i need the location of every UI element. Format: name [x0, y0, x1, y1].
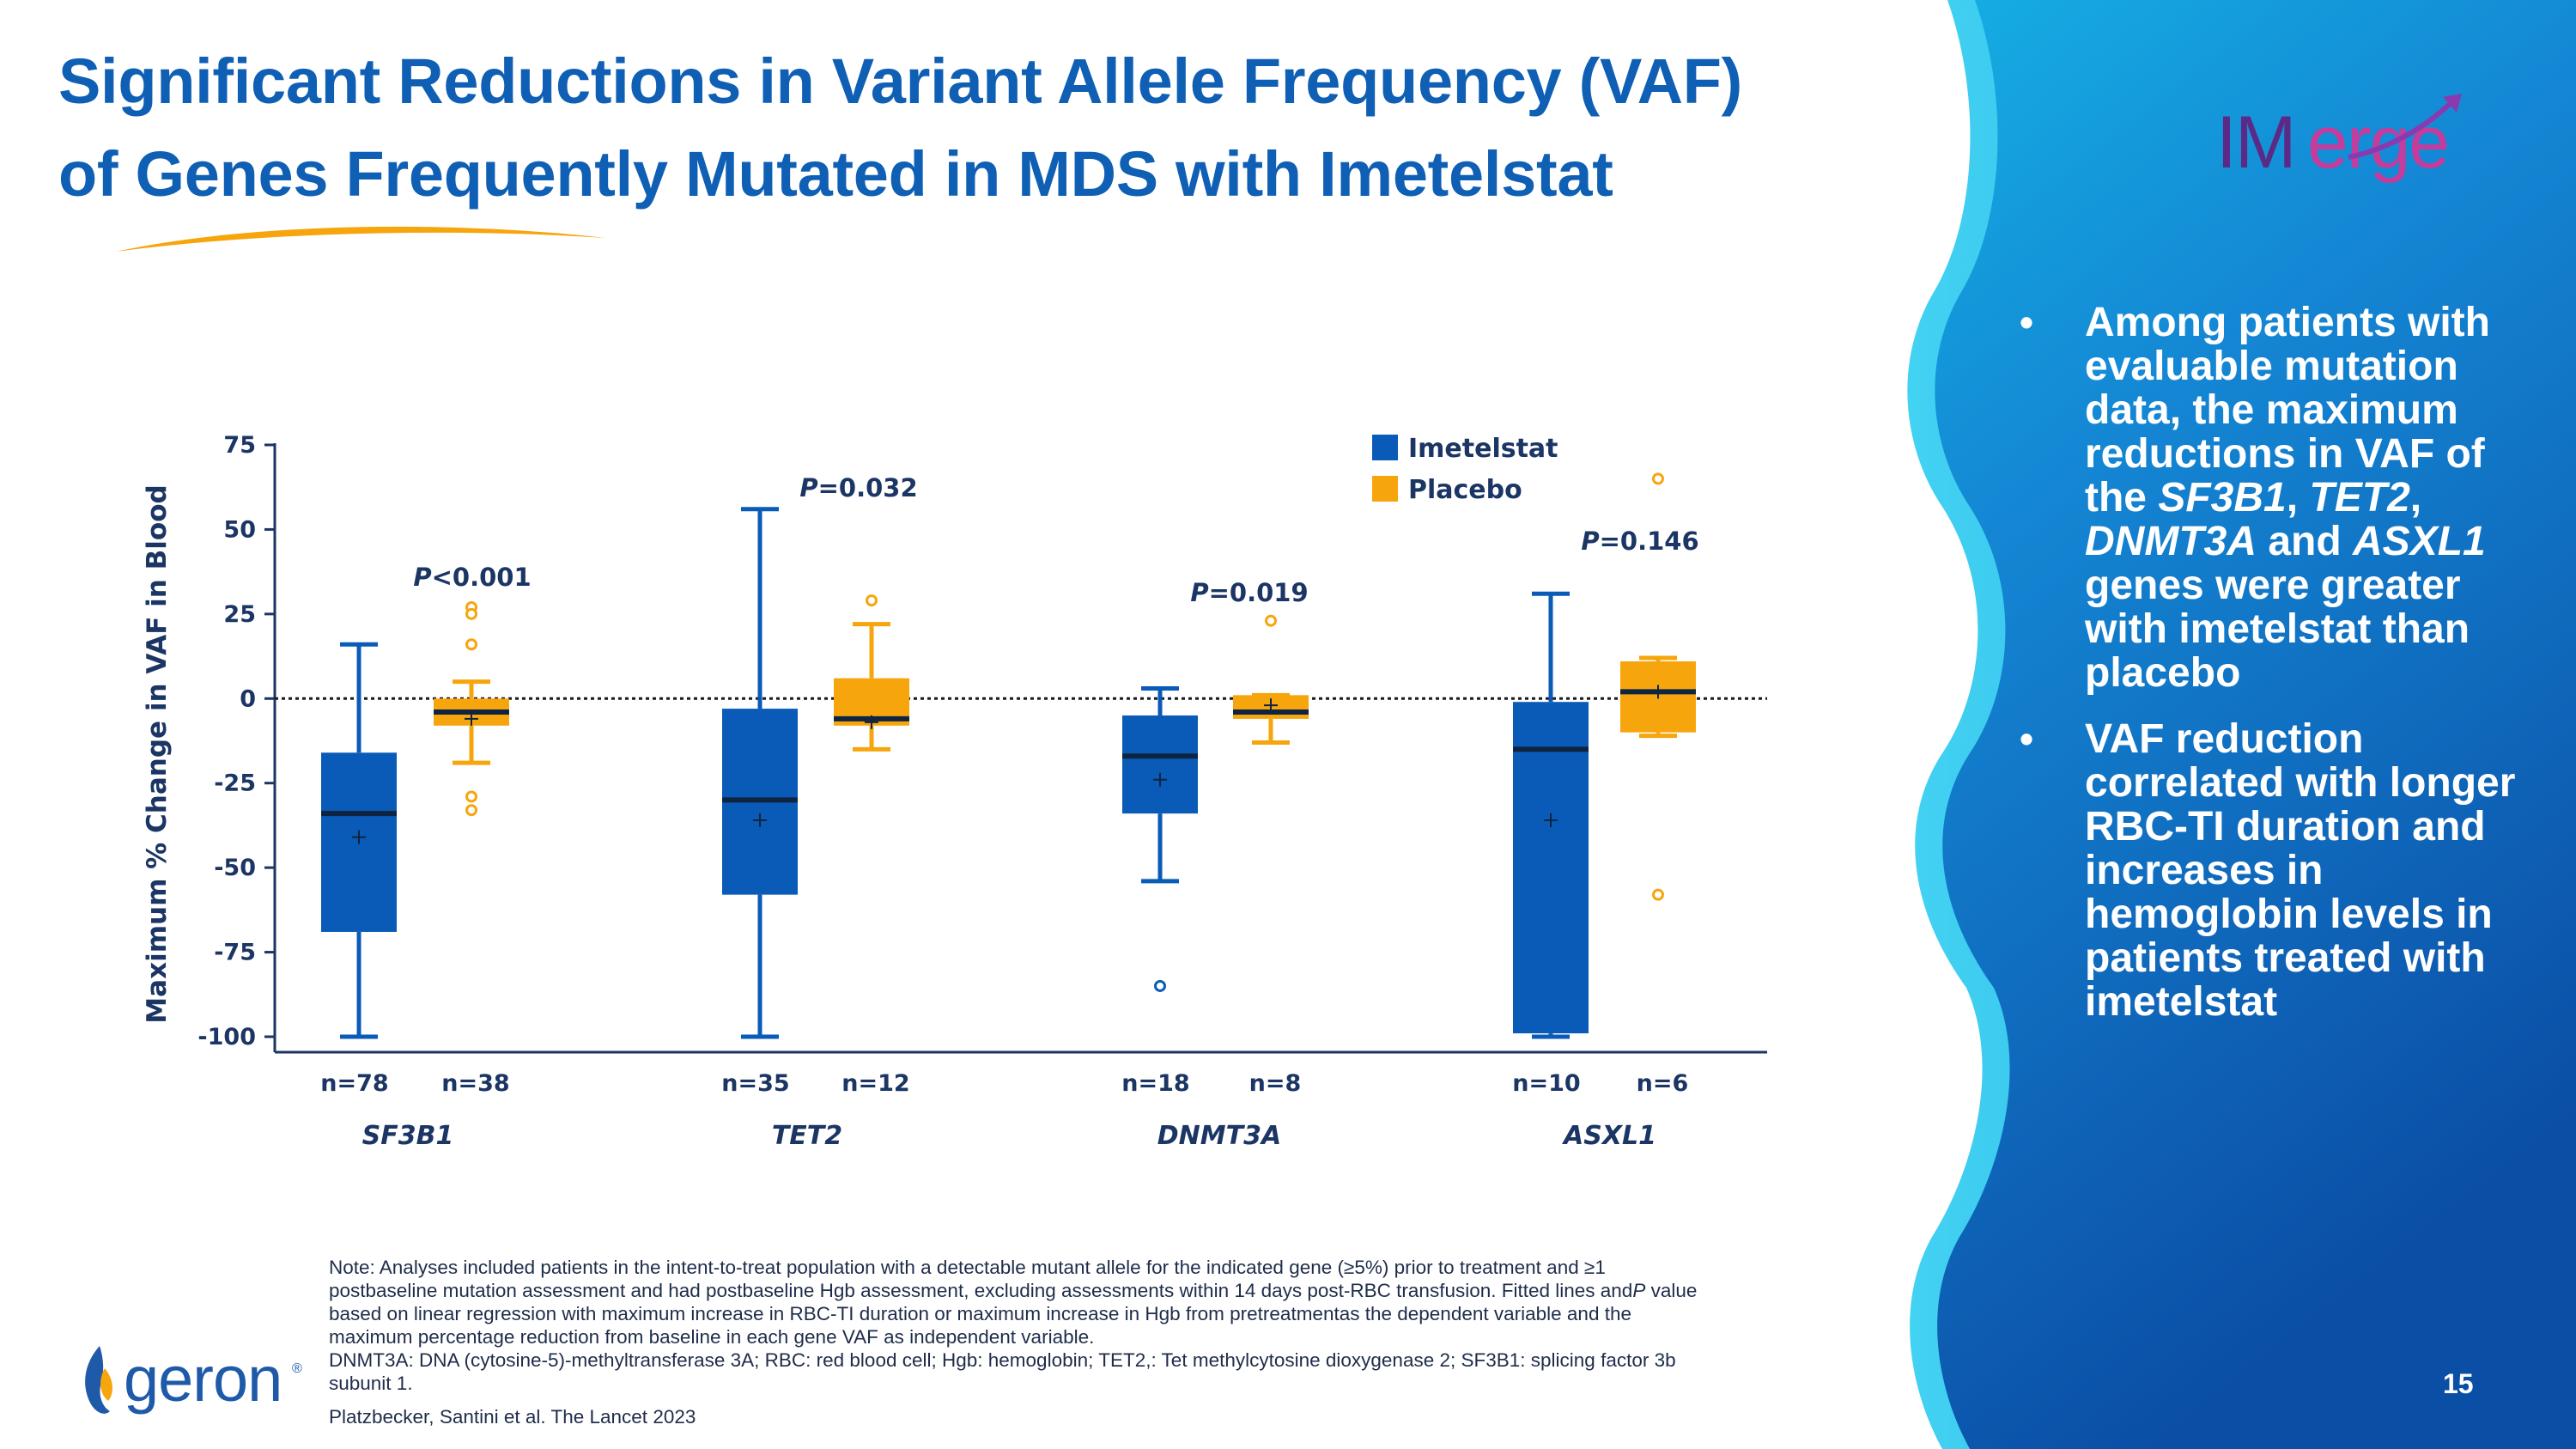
page-number: 15: [2443, 1368, 2474, 1399]
placebo-tet2-outlier-point: [866, 594, 878, 607]
n-label-imetelstat: n=35: [721, 1070, 789, 1097]
placebo-sf3b1-outlier-point: [465, 607, 477, 620]
bullet-1-separator: ,: [2286, 475, 2310, 521]
imetelstat-dnmt3a-box: [1122, 715, 1198, 814]
bullet-1-gene-sf3b1: SF3B1: [2158, 475, 2287, 521]
bullet-1-text-start: Among patients with evaluable mutation d…: [2085, 300, 2490, 521]
n-label-imetelstat: n=10: [1512, 1070, 1580, 1097]
y-tick-label: -25: [214, 770, 256, 797]
bullet-marker: •: [2020, 716, 2034, 761]
bullet-1-separator: ,: [2409, 475, 2422, 521]
bullet-item-1: • Among patients with evaluable mutation…: [2020, 300, 2535, 696]
bullet-1-and: and: [2257, 519, 2354, 564]
legend-label-imetelstat: Imetelstat: [1408, 434, 1558, 464]
bullet-2-text: VAF reduction correlated with longer RBC…: [2085, 716, 2516, 1025]
page-title-line-1: Significant Reductions in Variant Allele…: [58, 46, 1742, 117]
n-label-placebo: n=8: [1249, 1070, 1302, 1097]
footnote-line: maximum percentage reduction from baseli…: [329, 1326, 1095, 1348]
placebo-asxl1-outlier-point: [1652, 888, 1664, 901]
legend-swatch-placebo: [1372, 476, 1398, 502]
gene-label-asxl1: ASXL1: [1562, 1121, 1656, 1151]
gene-label-dnmt3a: DNMT3A: [1157, 1121, 1281, 1151]
p-value-asxl1: P=0.146: [1581, 527, 1698, 556]
geron-registered-mark: ®: [292, 1361, 302, 1376]
geron-logo: geron ®: [79, 1342, 319, 1420]
footnote-text: value: [1645, 1280, 1698, 1301]
y-tick-label: -100: [197, 1024, 256, 1050]
footnote: Note: Analyses included patients in the …: [329, 1256, 1874, 1395]
bullet-1-text-end: genes were greater with imetelstat than …: [2085, 563, 2470, 696]
key-findings-list: • Among patients with evaluable mutation…: [2020, 301, 2535, 1046]
n-label-imetelstat: n=18: [1121, 1070, 1189, 1097]
imerge-logo-part-2: erge: [2307, 101, 2450, 184]
bullet-item-2: • VAF reduction correlated with longer R…: [2020, 716, 2535, 1025]
placebo-sf3b1-outlier-point: [465, 638, 477, 651]
footnote-line: postbaseline mutation assessment and had…: [329, 1279, 1874, 1302]
imetelstat-asxl1-box: [1513, 702, 1589, 1034]
n-label-imetelstat: n=78: [320, 1070, 388, 1097]
y-tick-label: -50: [214, 855, 256, 881]
n-label-placebo: n=38: [441, 1070, 509, 1097]
footnote-line: DNMT3A: DNA (cytosine-5)-methyltransfera…: [329, 1349, 1676, 1371]
page-title-line-2: of Genes Frequently Mutated in MDS with …: [58, 138, 1613, 210]
footnote-line: subunit 1.: [329, 1373, 413, 1394]
y-tick-label: 0: [240, 685, 256, 712]
y-tick-label: 50: [223, 516, 256, 543]
bullet-marker: •: [2020, 300, 2034, 344]
footnote-p-italic: P: [1632, 1280, 1646, 1301]
imerge-logo: IM erge: [2211, 90, 2469, 202]
citation: Platzbecker, Santini et al. The Lancet 2…: [329, 1406, 696, 1428]
y-tick-label: 25: [223, 601, 256, 628]
bullet-1-gene-dnmt3a: DNMT3A: [2085, 519, 2257, 564]
gene-label-sf3b1: SF3B1: [362, 1121, 454, 1151]
bullet-1-gene-asxl1: ASXL1: [2353, 519, 2486, 564]
placebo-asxl1-outlier-point: [1652, 472, 1664, 485]
vaf-boxplot-chart: 75 50 25 0 -25 -50 -75 -100 Maximum % Change in …: [142, 432, 1767, 1151]
n-label-placebo: n=6: [1637, 1070, 1689, 1097]
gene-label-tet2: TET2: [772, 1121, 842, 1151]
y-tick-label: -75: [214, 940, 256, 966]
placebo-sf3b1-outlier-point: [465, 790, 477, 803]
y-tick-label: 75: [223, 432, 256, 459]
imerge-arrow-icon: [2348, 94, 2462, 160]
geron-logo-text: geron: [124, 1343, 283, 1415]
n-label-placebo: n=12: [841, 1070, 909, 1097]
footnote-text: postbaseline mutation assessment and had…: [329, 1280, 1633, 1301]
legend-swatch-imetelstat: [1372, 435, 1398, 460]
p-value-dnmt3a: P=0.019: [1190, 578, 1308, 607]
imetelstat-dnmt3a-outlier-point: [1154, 979, 1166, 992]
legend-label-placebo: Placebo: [1408, 475, 1522, 505]
placebo-dnmt3a-outlier-point: [1265, 614, 1277, 627]
footnote-line: Note: Analyses included patients in the …: [329, 1257, 1606, 1278]
placebo-sf3b1-outlier-point: [465, 804, 477, 817]
footnote-line: based on linear regression with maximum …: [329, 1303, 1631, 1324]
bullet-1-gene-tet2: TET2: [2309, 475, 2410, 521]
p-value-tet2: P=0.032: [799, 473, 917, 502]
geron-flame-icon: [85, 1346, 112, 1414]
y-axis-title: Maximum % Change in VAF in Blood: [142, 484, 173, 1023]
title-underline-swoosh: [116, 226, 605, 252]
p-value-sf3b1: P<0.001: [413, 563, 531, 592]
imerge-logo-part-1: IM: [2216, 101, 2297, 184]
